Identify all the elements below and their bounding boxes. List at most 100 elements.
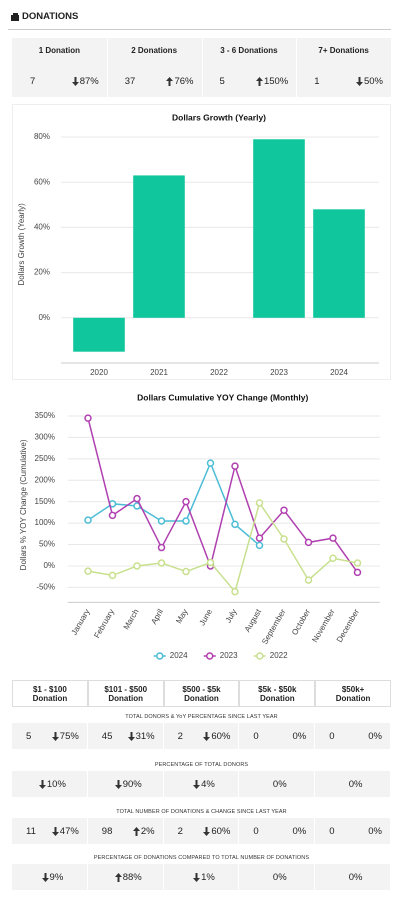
change-text: 0%: [292, 825, 307, 837]
y-tick-label: 300%: [35, 433, 55, 442]
header-line: Donation: [32, 693, 68, 703]
section-title: PERCENTAGE OF DONATIONS COMPARED TO TOTA…: [93, 855, 310, 861]
arrow-down: [51, 826, 59, 836]
change-text: 60%: [211, 730, 231, 742]
column-divider: [106, 38, 108, 97]
change-text: 0%: [272, 871, 287, 883]
summary-table: 1 Donation 7 87% 2 Donations 37 76% 3 - 6 Dona…: [12, 38, 391, 97]
series-line: [87, 417, 359, 573]
change-text: 9%: [49, 871, 64, 883]
cell: 45 31%: [87, 723, 163, 749]
header-line: $50k+: [341, 684, 365, 694]
x-tick-label: December: [335, 607, 361, 644]
column-header: $500 - $5k Donation: [163, 680, 240, 707]
cell: 1%: [163, 864, 239, 890]
bar-panel: [12, 104, 391, 380]
point: [84, 414, 92, 422]
column-values: 37 76%: [125, 76, 194, 87]
point: [280, 535, 288, 543]
y-tick-label: 0%: [38, 313, 50, 322]
change-text: 1%: [201, 871, 215, 883]
point: [280, 506, 288, 515]
bar: [133, 175, 185, 318]
change: 0%: [349, 779, 363, 790]
cell: 2 60%: [163, 723, 239, 749]
arrow-down: [193, 872, 201, 882]
change: 87%: [71, 76, 99, 87]
arrow-down: [38, 779, 46, 789]
arrow-shape: [193, 779, 201, 789]
change: 4%: [193, 779, 215, 790]
count: 2: [177, 730, 183, 742]
point: [329, 534, 337, 542]
count: 45: [101, 730, 113, 742]
count: 1: [314, 76, 320, 87]
arrow-shape: [114, 872, 122, 882]
bar: [73, 317, 125, 352]
arrow-down: [203, 731, 211, 741]
column-values: 5 150%: [220, 76, 289, 87]
cell: 9%: [12, 864, 87, 890]
point: [231, 462, 239, 470]
column-label: 3 - 6 Donations: [220, 46, 278, 55]
x-tick-label: July: [224, 608, 239, 625]
point: [182, 517, 190, 525]
point: [304, 576, 313, 584]
column-divider: [201, 38, 203, 97]
y-tick-label: 350%: [35, 411, 55, 420]
y-tick-label: 60%: [34, 177, 50, 186]
arrow-up: [166, 77, 174, 86]
bar: [253, 139, 305, 318]
cell: 98 2%: [87, 818, 163, 844]
count: 37: [124, 76, 136, 87]
point: [182, 497, 190, 506]
arrow-shape: [255, 77, 263, 86]
y-tick-label: 100%: [35, 518, 55, 527]
change-text: 75%: [59, 730, 79, 742]
cell: 0 0%: [315, 818, 390, 844]
series-line: [87, 461, 260, 546]
count: 0: [329, 730, 335, 742]
cell: 0%: [315, 864, 390, 890]
header-line: $101 - $500: [104, 684, 148, 694]
change-text: 150%: [263, 76, 289, 87]
point: [255, 541, 264, 550]
change-text: 4%: [201, 778, 215, 790]
cell: 0%: [315, 771, 390, 797]
x-tick-label: 2020: [90, 368, 108, 377]
arrow-shape: [203, 826, 211, 836]
x-tick-label: September: [260, 607, 288, 646]
column-label: 2 Donations: [131, 46, 178, 55]
series-line: [87, 501, 358, 594]
column-divider: [296, 38, 298, 97]
header-line: $5k - $50k: [258, 684, 297, 694]
section-title: TOTAL NUMBER OF DONATIONS & CHANGE SINCE…: [116, 809, 287, 815]
change: 0%: [368, 826, 382, 837]
arrow-shape: [166, 77, 174, 86]
legend-marker: [156, 652, 164, 660]
y-axis-label: Dollars % YOY Change (Cumulative): [19, 439, 28, 570]
x-tick-label: 2022: [210, 368, 228, 377]
legend-label: 2024: [170, 651, 188, 660]
column-header: $1 - $100 Donation: [12, 680, 88, 707]
arrow-shape: [51, 731, 59, 741]
chart-title: Dollars Cumulative YOY Change (Monthly): [137, 392, 308, 402]
arrow-shape: [114, 779, 122, 789]
count: 0: [329, 825, 335, 837]
column-label: 7+ Donations: [318, 46, 369, 55]
arrow-up: [255, 77, 263, 86]
change: 0%: [368, 731, 382, 742]
point: [108, 511, 117, 520]
point: [255, 534, 264, 542]
column-header: $50k+ Donation: [315, 680, 391, 707]
point: [133, 562, 141, 570]
point: [231, 587, 239, 596]
arrow-shape: [71, 77, 79, 86]
breakdown-table: $1 - $100 Donation $101 - $500 Donation $500…: [12, 678, 391, 906]
point: [182, 567, 190, 576]
arrow-down: [114, 779, 122, 789]
change: 2%: [132, 826, 155, 837]
count: 0: [253, 825, 259, 837]
arrow-shape: [41, 872, 49, 882]
